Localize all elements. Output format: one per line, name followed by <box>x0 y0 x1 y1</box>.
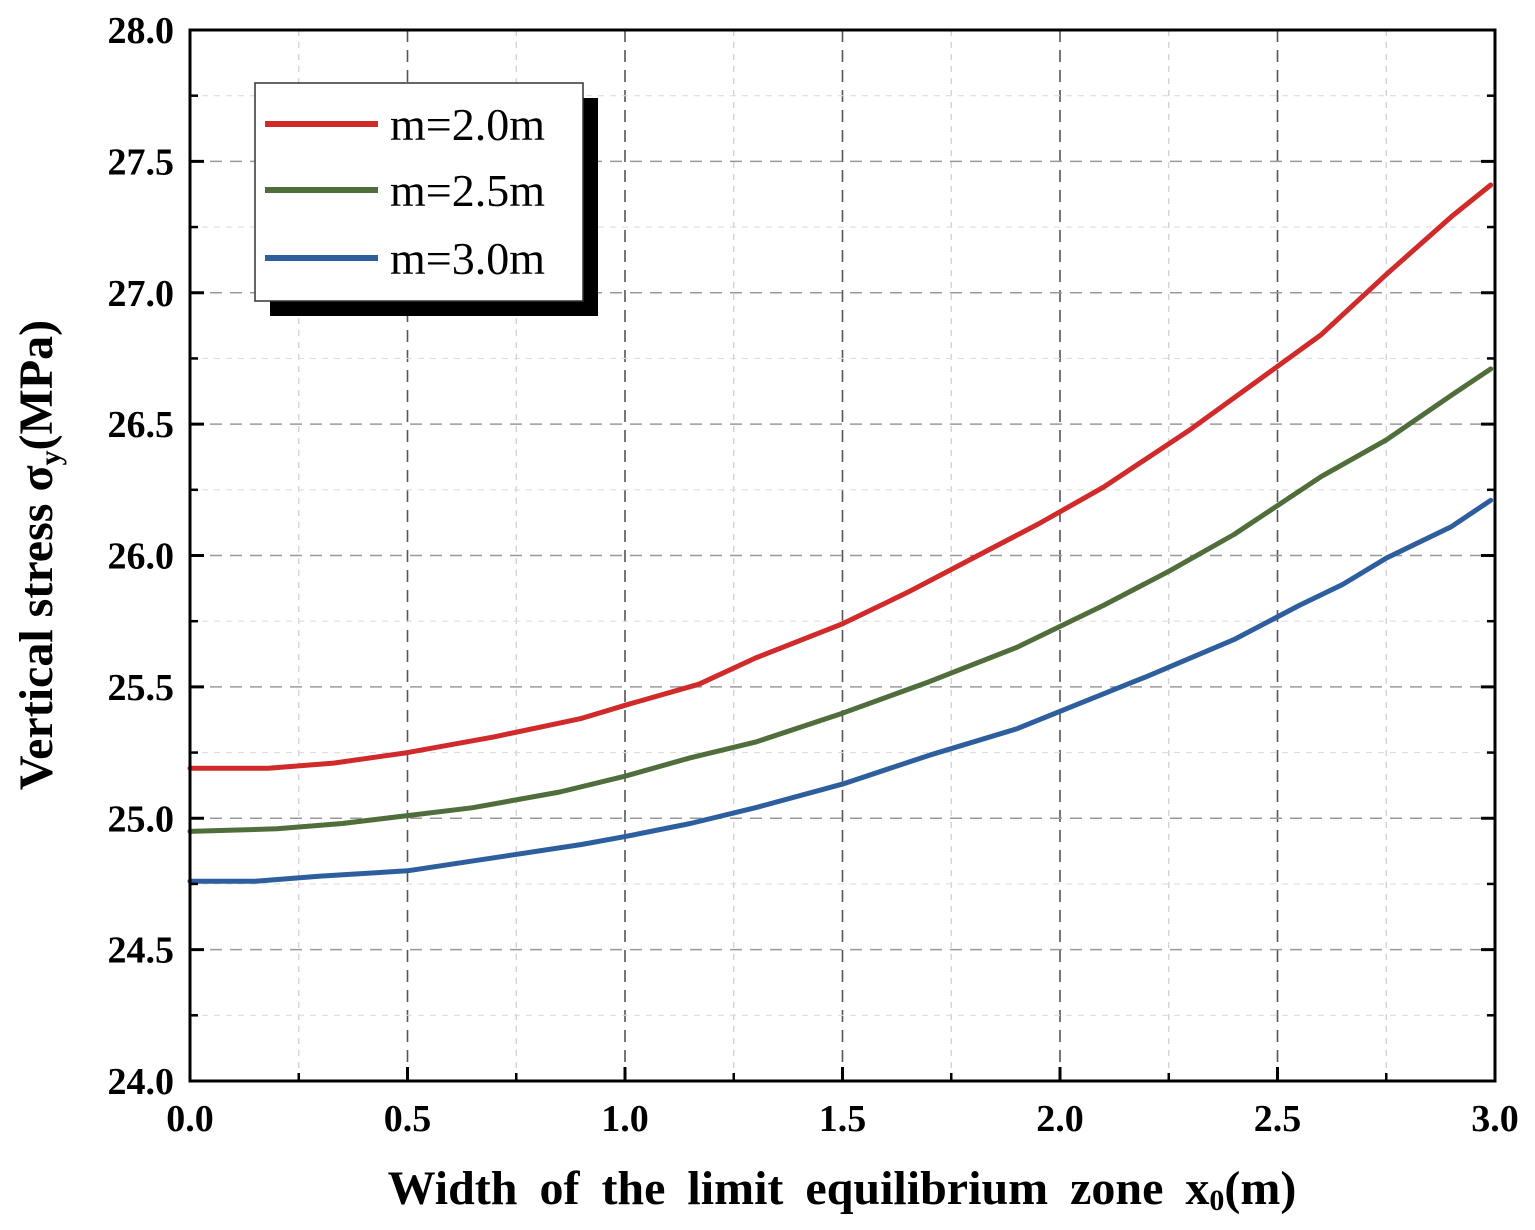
y-axis-title: Vertical stress σy(MPa) <box>10 320 67 790</box>
series-lines <box>187 182 1494 884</box>
x-tick-label: 2.0 <box>1036 1098 1084 1140</box>
legend-label-m30: m=3.0m <box>390 233 545 284</box>
x-axis-title: Width of the limit equilibrium zone x0(m… <box>388 1162 1297 1217</box>
y-axis-title-subscript: y <box>34 450 67 465</box>
legend-label-m20: m=2.0m <box>390 99 545 150</box>
x-tick-label: 2.5 <box>1254 1098 1302 1140</box>
series-line-m30m <box>187 497 1494 884</box>
x-axis-title-main: Width of the limit equilibrium zone x <box>388 1162 1210 1215</box>
legend: m=2.0m m=2.5m m=3.0m <box>254 82 598 316</box>
y-tick-label: 25.5 <box>108 667 175 709</box>
y-tick-label: 25.0 <box>108 798 175 840</box>
x-tick-label: 0.0 <box>166 1098 214 1140</box>
axis-ticks: 0.0 0.5 1.0 1.5 2.0 2.5 3.0 24.0 24.5 25.0 25.5 26.… <box>108 10 1519 1140</box>
legend-label-m25: m=2.5m <box>390 165 545 216</box>
y-axis-title-unit: (MPa) <box>10 320 63 451</box>
series-line-m25m <box>187 366 1494 834</box>
x-axis-title-subscript: 0 <box>1209 1184 1224 1217</box>
y-tick-label: 27.0 <box>108 273 175 315</box>
x-tick-label: 3.0 <box>1471 1098 1519 1140</box>
y-tick-label: 26.5 <box>108 404 175 446</box>
y-tick-label: 24.0 <box>108 1061 175 1103</box>
y-tick-label: 28.0 <box>108 10 175 52</box>
y-tick-label: 27.5 <box>108 141 175 183</box>
series-line-m20m <box>187 182 1494 771</box>
y-tick-label: 26.0 <box>108 536 175 578</box>
x-tick-label: 1.0 <box>601 1098 649 1140</box>
y-tick-label: 24.5 <box>108 930 175 972</box>
x-tick-label: 1.5 <box>819 1098 867 1140</box>
y-axis-title-main: Vertical stress σ <box>10 465 63 790</box>
x-tick-label: 0.5 <box>384 1098 432 1140</box>
x-axis-title-unit: (m) <box>1224 1162 1296 1215</box>
